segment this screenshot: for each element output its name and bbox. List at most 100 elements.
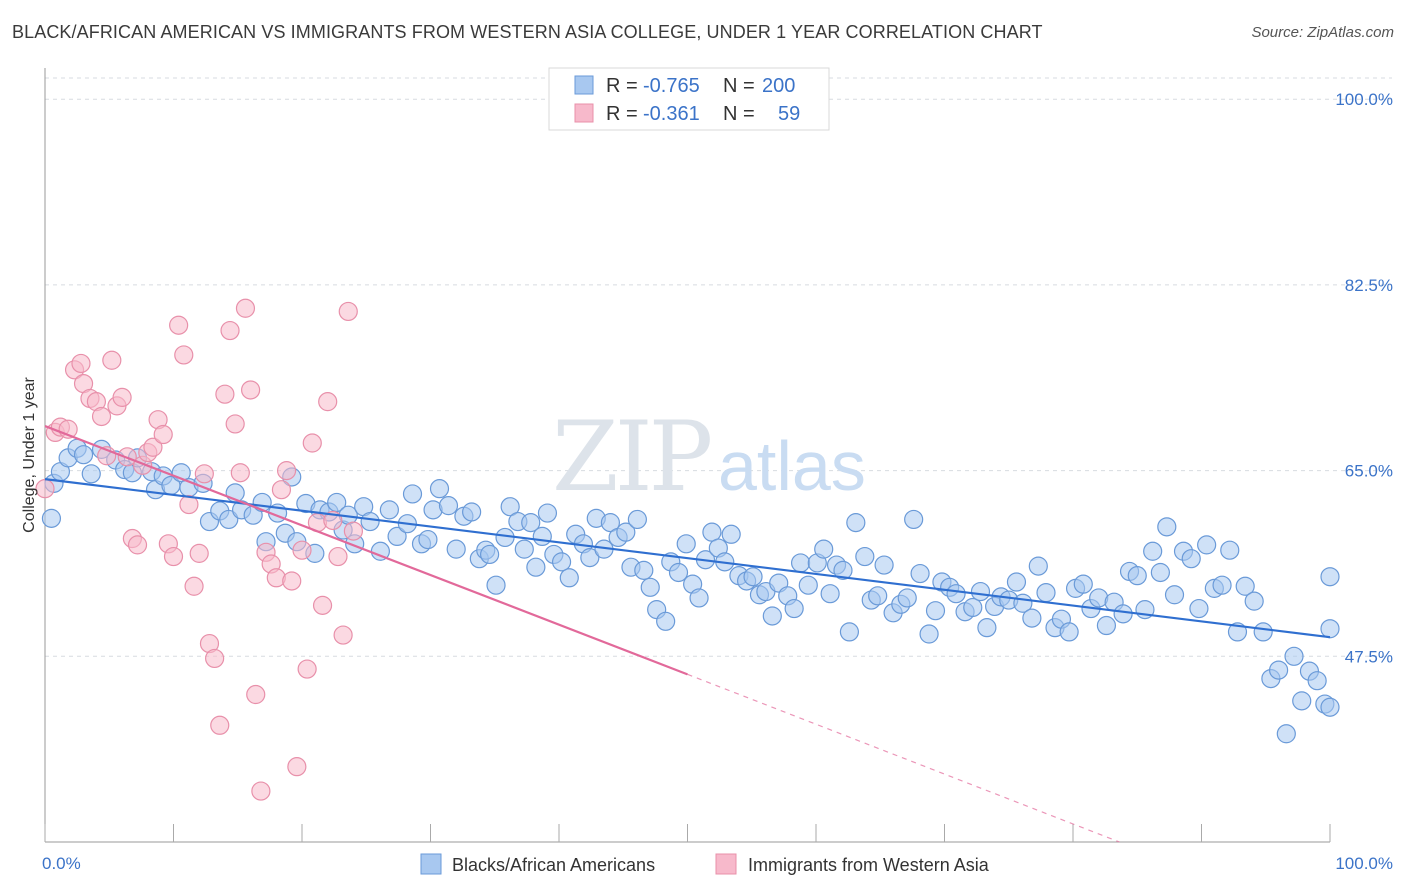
series-legend-swatch-blue (420, 853, 442, 875)
blue-point-67 (551, 552, 572, 572)
blue-point-5 (73, 445, 94, 465)
blue-point-139 (1059, 622, 1079, 642)
blue-point-47 (418, 529, 438, 550)
blue-point-169 (1292, 691, 1312, 711)
legend-n-value-2: 59 (778, 103, 800, 125)
blue-point-87 (689, 588, 709, 608)
trend-lines (44, 425, 1331, 843)
blue-point-49 (429, 479, 450, 499)
watermark-atlas: atlas (718, 427, 866, 505)
y-tick-label-0: 47.5% (1345, 647, 1393, 666)
blue-point-105 (814, 539, 834, 559)
blue-point-156 (1189, 598, 1209, 619)
blue-point-74 (600, 513, 621, 533)
blue-point-150 (1143, 541, 1163, 561)
x-tick-label-1: 100.0% (1335, 854, 1393, 873)
pink-point-24 (169, 315, 189, 335)
blue-point-80 (640, 577, 660, 597)
series-legend-label-pink: Immigrants from Western Asia (748, 855, 990, 875)
blue-point-128 (977, 618, 997, 638)
pink-point-36 (230, 463, 250, 483)
pink-point-21 (153, 424, 173, 445)
blue-point-121 (925, 601, 946, 621)
blue-point-103 (798, 575, 818, 595)
blue-point-157 (1197, 535, 1217, 555)
blue-point-45 (402, 484, 423, 504)
blue-point-57 (486, 575, 506, 595)
blue-point-174 (1320, 619, 1340, 639)
pink-point-44 (271, 480, 292, 500)
blue-point-95 (743, 567, 763, 587)
pink-point-40 (251, 781, 271, 801)
y-tick-label-1: 65.0% (1345, 462, 1393, 481)
pink-point-25 (174, 345, 194, 365)
pink-point-11 (102, 350, 122, 370)
blue-point-92 (721, 524, 741, 544)
series-legend-swatch-pink (715, 853, 737, 875)
pink-point-43 (266, 568, 286, 588)
blue-point-166 (1268, 660, 1289, 680)
x-tick-label-0: 0.0% (42, 854, 81, 873)
blue-point-53 (462, 502, 482, 522)
blue-point-0 (41, 508, 62, 528)
y-tick-label-3: 100.0% (1335, 90, 1393, 109)
blue-point-152 (1157, 517, 1177, 537)
pink-point-38 (241, 380, 261, 400)
blue-point-134 (1022, 608, 1042, 628)
pink-point-45 (276, 461, 297, 481)
pink-point-16 (127, 535, 148, 555)
legend-n-label-1: N = (723, 75, 755, 97)
blue-point-162 (1235, 576, 1255, 596)
blue-point-151 (1150, 562, 1170, 583)
blue-point-148 (1127, 566, 1147, 586)
pink-point-57 (338, 301, 358, 322)
legend-r-label-2: R = (606, 103, 638, 125)
blue-point-35 (327, 492, 347, 513)
pink-point-48 (292, 540, 312, 560)
blue-point-160 (1220, 540, 1240, 560)
chart-title: BLACK/AFRICAN AMERICAN VS IMMIGRANTS FRO… (12, 22, 1043, 42)
blue-point-117 (897, 588, 917, 608)
blue-point-159 (1212, 575, 1232, 595)
grid-lines (45, 77, 1392, 657)
pink-point-33 (215, 384, 235, 404)
blue-point-89 (702, 522, 722, 542)
blue-point-113 (868, 586, 888, 606)
blue-point-62 (521, 513, 541, 533)
blue-point-163 (1244, 591, 1264, 611)
source-label: Source: ZipAtlas.com (1251, 24, 1394, 41)
blue-point-101 (784, 598, 804, 619)
pink-point-53 (318, 392, 338, 412)
watermark-zip: ZIP (552, 401, 711, 513)
blue-point-43 (387, 526, 407, 547)
pink-trend-line (44, 425, 688, 676)
series-legend: Blacks/African Americans Immigrants from… (420, 853, 990, 875)
pink-point-29 (194, 464, 214, 484)
blue-point-84 (668, 562, 689, 583)
blue-point-175 (1320, 697, 1340, 717)
legend-r-value-2: -0.361 (643, 103, 700, 125)
pink-point-13 (112, 387, 132, 407)
blue-point-135 (1028, 556, 1048, 576)
blue-point-76 (616, 522, 636, 542)
series-legend-label-blue: Blacks/African Americans (452, 855, 655, 875)
blue-point-78 (627, 509, 647, 530)
blue-point-136 (1036, 583, 1056, 603)
pink-point-47 (287, 757, 307, 777)
blue-trend-line (44, 478, 1331, 639)
blue-point-127 (970, 581, 991, 602)
legend-swatch-blue (574, 75, 594, 95)
pink-point-31 (205, 648, 225, 669)
blue-point-120 (919, 624, 939, 644)
blue-point-40 (360, 511, 380, 532)
blue-point-171 (1307, 671, 1327, 691)
blue-point-155 (1181, 549, 1201, 569)
blue-point-173 (1320, 567, 1340, 587)
pink-point-5 (71, 353, 91, 374)
pink-trend-extension (687, 673, 1120, 843)
blue-point-168 (1284, 646, 1304, 666)
pink-point-19 (143, 437, 163, 457)
blue-point-118 (904, 509, 924, 530)
blue-point-79 (634, 560, 654, 580)
